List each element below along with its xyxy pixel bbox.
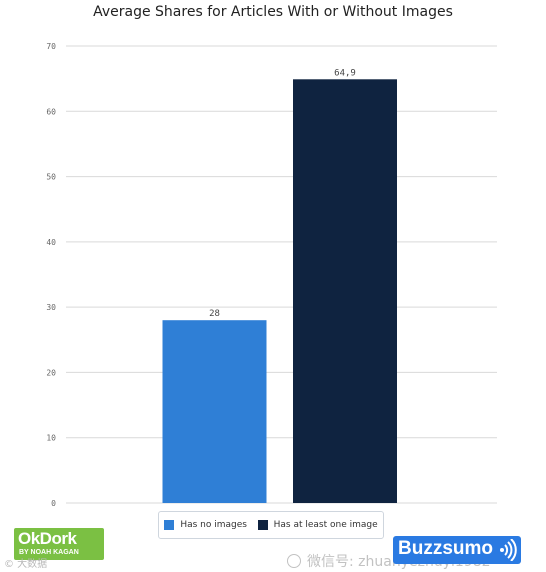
okdork-logo-text: OkDork <box>18 529 77 548</box>
data-label: 64,9 <box>334 68 356 78</box>
y-tick-label: 20 <box>46 368 56 377</box>
y-tick-label: 10 <box>46 434 56 443</box>
y-tick-label: 50 <box>46 173 56 182</box>
bar-chart: 0 10 20 30 40 50 60 70 28 64,9 <box>46 42 497 508</box>
y-tick-label: 40 <box>46 238 56 247</box>
bars <box>162 79 397 503</box>
wifi-signal-icon <box>500 539 517 561</box>
legend-label: Has at least one image <box>273 520 378 530</box>
legend-label: Has no images <box>180 520 247 530</box>
legend-swatch <box>257 520 268 530</box>
bar-has-at-least-one-image <box>293 79 397 503</box>
y-tick-label: 60 <box>46 107 56 116</box>
buzzsumo-logo: Buzzsumo <box>393 536 521 564</box>
legend: Has no images Has at least one image <box>158 511 384 539</box>
bar-has-no-images <box>162 320 267 503</box>
watermark-left: © 大数据 <box>4 559 48 570</box>
y-axis-ticks: 0 10 20 30 40 50 60 70 <box>46 42 56 508</box>
okdork-logo-subtext: BY NOAH KAGAN <box>19 549 79 556</box>
okdork-logo: OkDork BY NOAH KAGAN <box>14 528 104 560</box>
y-tick-label: 30 <box>46 303 56 312</box>
y-tick-label: 0 <box>51 499 56 508</box>
legend-swatch <box>164 520 175 530</box>
legend-item-with-image: Has at least one image <box>257 520 378 530</box>
wechat-icon <box>287 554 301 568</box>
grid-lines <box>66 45 497 504</box>
y-tick-label: 70 <box>46 42 56 51</box>
buzzsumo-logo-text: Buzzsumo <box>398 538 493 559</box>
data-label: 28 <box>209 309 220 319</box>
legend-item-no-images: Has no images <box>164 520 247 530</box>
data-labels: 28 64,9 <box>209 68 356 319</box>
chart-title: Average Shares for Articles With or With… <box>93 4 453 20</box>
